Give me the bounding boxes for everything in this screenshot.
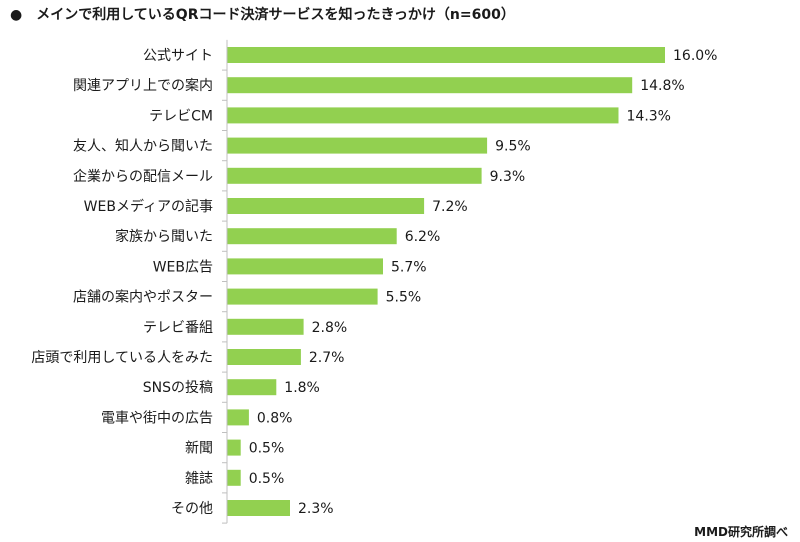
value-label: 6.2% [405, 229, 441, 245]
value-label: 14.3% [627, 108, 671, 124]
value-label: 5.7% [391, 259, 427, 275]
value-label: 2.7% [309, 350, 345, 366]
bar [227, 228, 397, 245]
source-credit: MMD研究所調べ [694, 525, 788, 539]
value-label: 7.2% [432, 199, 468, 215]
value-label: 0.5% [249, 441, 285, 457]
bar [227, 47, 665, 63]
bar [227, 469, 241, 486]
category-label: 電車や街中の広告 [101, 409, 213, 426]
bar [227, 167, 482, 184]
bar [227, 379, 277, 396]
category-label: テレビCM [149, 108, 213, 124]
value-label: 14.8% [640, 78, 684, 94]
bar [227, 500, 290, 516]
bar [227, 318, 304, 335]
value-label: 2.8% [312, 320, 348, 336]
category-label: 店舗の案内やポスター [73, 289, 213, 306]
value-label: 16.0% [673, 48, 717, 64]
category-label: テレビ番組 [143, 320, 213, 336]
category-label: 公式サイト [143, 48, 213, 64]
category-label: 店頭で利用している人をみた [31, 350, 213, 366]
bar [227, 107, 619, 124]
value-label: 9.5% [495, 139, 531, 155]
bar [227, 349, 301, 365]
category-label: 家族から聞いた [115, 228, 213, 245]
category-label: 雑誌 [185, 471, 213, 487]
bar [227, 137, 488, 154]
value-label: 2.3% [298, 501, 334, 517]
category-label: 友人、知人から聞いた [73, 138, 213, 155]
bar [227, 409, 249, 426]
value-label: 1.8% [284, 380, 320, 396]
bar [227, 258, 383, 275]
bar [227, 288, 378, 305]
value-label: 0.5% [249, 471, 285, 487]
bar [227, 439, 241, 456]
category-label: 企業からの配信メール [73, 168, 213, 185]
category-label: SNSの投稿 [143, 380, 213, 396]
category-label: 関連アプリ上での案内 [73, 77, 213, 94]
category-label: WEB広告 [153, 259, 213, 275]
category-label: その他 [171, 501, 213, 517]
value-label: 5.5% [386, 290, 422, 306]
bar [227, 198, 425, 214]
bar [227, 77, 633, 94]
chart-title: ● メインで利用しているQRコード決済サービスを知ったきっかけ（n=600） [10, 7, 515, 23]
category-label: WEBメディアの記事 [84, 198, 213, 215]
category-label: 新聞 [185, 441, 213, 457]
value-label: 9.3% [490, 169, 526, 185]
value-label: 0.8% [257, 410, 293, 426]
